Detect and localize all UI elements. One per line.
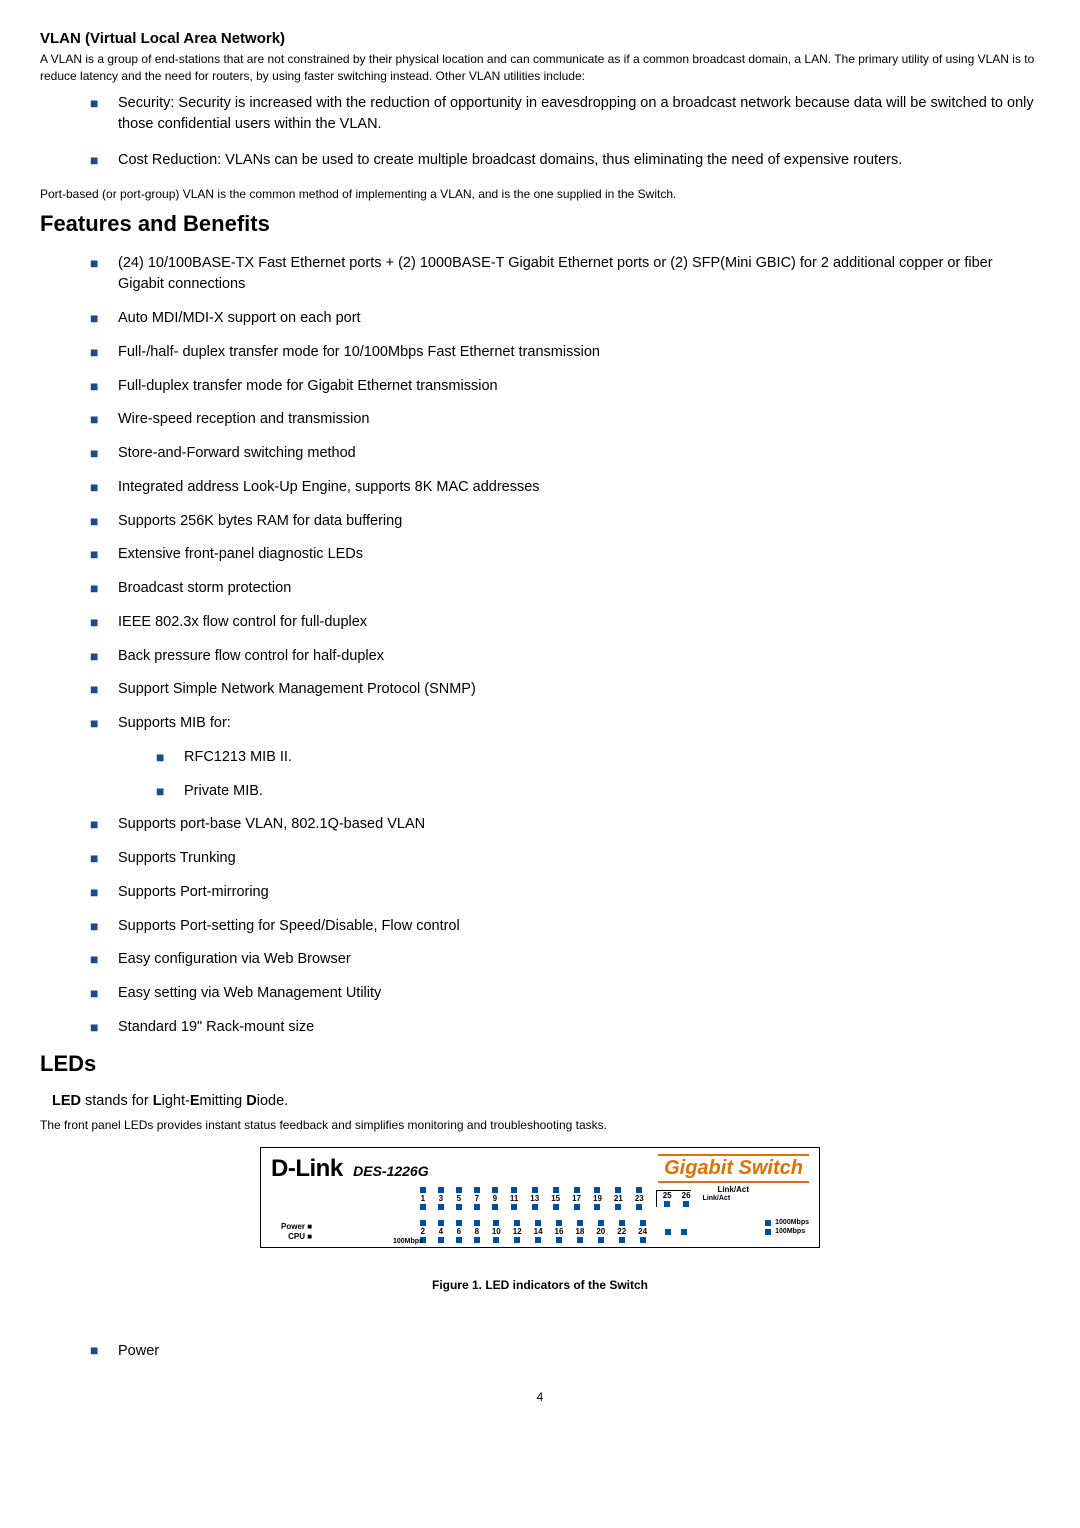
switch-figure: D-Link DES-1226G Gigabit Switch Link/Act… bbox=[40, 1147, 1040, 1248]
panel-side-labels: Power ■ CPU ■ bbox=[281, 1222, 312, 1241]
features-nested-bullets: RFC1213 MIB II. Private MIB. bbox=[118, 747, 1040, 803]
feature-item: (24) 10/100BASE-TX Fast Ethernet ports +… bbox=[90, 253, 1040, 297]
feature-item: Supports Port-mirroring bbox=[90, 882, 1040, 904]
feature-item: Store-and-Forward switching method bbox=[90, 443, 1040, 465]
gigabit-switch-title: Gigabit Switch bbox=[658, 1154, 809, 1183]
feature-item: Easy setting via Web Management Utility bbox=[90, 983, 1040, 1005]
vlan-bullet-item: Cost Reduction: VLANs can be used to cre… bbox=[90, 150, 1040, 172]
power-bullet: Power bbox=[40, 1342, 1040, 1360]
dlink-model: DES-1226G bbox=[353, 1163, 428, 1179]
features-heading: Features and Benefits bbox=[40, 211, 1040, 237]
vlan-paragraph: A VLAN is a group of end-stations that a… bbox=[40, 51, 1040, 85]
led-bold: LED bbox=[52, 1093, 81, 1109]
mbps-label: 100Mbps bbox=[393, 1238, 423, 1245]
vlan-bullet-item: Security: Security is increased with the… bbox=[90, 93, 1040, 137]
feature-item: Full-duplex transfer mode for Gigabit Et… bbox=[90, 376, 1040, 398]
feature-item: Supports 256K bytes RAM for data bufferi… bbox=[90, 511, 1040, 533]
features-bullets: (24) 10/100BASE-TX Fast Ethernet ports +… bbox=[40, 253, 1040, 1039]
led-intro-text: LED stands for Light-Emitting Diode. bbox=[40, 1093, 1040, 1109]
feature-item: Standard 19" Rack-mount size bbox=[90, 1017, 1040, 1039]
vlan-bullets: Security: Security is increased with the… bbox=[40, 93, 1040, 172]
power-bullet-label: Power bbox=[90, 1343, 159, 1359]
leds-heading: LEDs bbox=[40, 1051, 1040, 1077]
page-number: 4 bbox=[40, 1390, 1040, 1404]
feature-item: IEEE 802.3x flow control for full-duplex bbox=[90, 612, 1040, 634]
led-grid: Link/Act 1 3 5 7 9 11 13 15 17 19 21 23 … bbox=[271, 1187, 809, 1243]
led-row-odd: 1 3 5 7 9 11 13 15 17 19 21 23 25 26 bbox=[420, 1187, 730, 1210]
feature-item-label: Supports MIB for: bbox=[118, 715, 231, 731]
feature-item: Support Simple Network Management Protoc… bbox=[90, 679, 1040, 701]
feature-item: Supports Port-setting for Speed/Disable,… bbox=[90, 916, 1040, 938]
linkact-label: Link/Act bbox=[717, 1185, 749, 1194]
nested-feature-item: Private MIB. bbox=[156, 781, 1040, 803]
feature-item: Easy configuration via Web Browser bbox=[90, 949, 1040, 971]
right-legend: 1000Mbps 100Mbps bbox=[765, 1219, 809, 1237]
led-front-panel-text: The front panel LEDs provides instant st… bbox=[40, 1117, 1040, 1134]
feature-item: Extensive front-panel diagnostic LEDs bbox=[90, 544, 1040, 566]
led-row-even: 2 4 6 8 10 12 14 16 18 20 22 24 bbox=[420, 1220, 730, 1243]
feature-item: Auto MDI/MDI-X support on each port bbox=[90, 308, 1040, 330]
feature-item: Wire-speed reception and transmission bbox=[90, 409, 1040, 431]
feature-item: Full-/half- duplex transfer mode for 10/… bbox=[90, 342, 1040, 364]
vlan-heading: VLAN (Virtual Local Area Network) bbox=[40, 30, 1040, 47]
feature-item: Integrated address Look-Up Engine, suppo… bbox=[90, 477, 1040, 499]
vlan-post-text: Port-based (or port-group) VLAN is the c… bbox=[40, 186, 1040, 203]
feature-item: Broadcast storm protection bbox=[90, 578, 1040, 600]
nested-feature-item: RFC1213 MIB II. bbox=[156, 747, 1040, 769]
feature-item: Back pressure flow control for half-dupl… bbox=[90, 646, 1040, 668]
figure-caption: Figure 1. LED indicators of the Switch bbox=[40, 1278, 1040, 1292]
feature-item: Supports port-base VLAN, 802.1Q-based VL… bbox=[90, 814, 1040, 836]
switch-panel: D-Link DES-1226G Gigabit Switch Link/Act… bbox=[260, 1147, 820, 1248]
feature-item: Supports Trunking bbox=[90, 848, 1040, 870]
feature-item: Supports MIB for: RFC1213 MIB II. Privat… bbox=[90, 713, 1040, 802]
dlink-logo: D-Link bbox=[271, 1155, 343, 1182]
